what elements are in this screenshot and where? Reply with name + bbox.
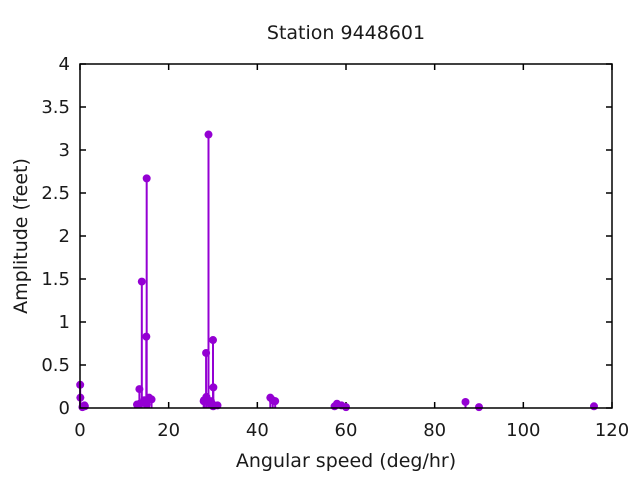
data-point [589, 402, 598, 411]
data-point [461, 397, 470, 406]
x-tick-label: 20 [157, 420, 180, 441]
x-tick-label: 0 [74, 420, 85, 441]
plot-frame [79, 63, 613, 409]
data-point [142, 174, 151, 183]
y-tick-label: 1.5 [41, 269, 70, 290]
x-tick-label: 120 [595, 420, 629, 441]
x-tick-label: 80 [423, 420, 446, 441]
y-axis-title: Amplitude (feet) [10, 158, 32, 314]
plot-border [79, 63, 613, 409]
x-tick-label: 100 [506, 420, 540, 441]
y-tick-label: 0 [59, 398, 70, 419]
axis-ticks [79, 63, 613, 409]
x-tick-label: 40 [246, 420, 269, 441]
y-tick-label: 3 [59, 140, 70, 161]
data-point [137, 277, 146, 286]
y-tick-label: 2.5 [41, 183, 70, 204]
y-tick-label: 3.5 [41, 97, 70, 118]
y-tick-label: 4 [59, 54, 70, 75]
data-point [209, 383, 218, 392]
y-tick-label: 1 [59, 312, 70, 333]
y-tick-label: 0.5 [41, 355, 70, 376]
data-point [209, 336, 217, 345]
data-point [271, 397, 280, 406]
data-point [342, 403, 350, 412]
data-point [475, 403, 483, 412]
x-axis-title: Angular speed (deg/hr) [236, 450, 456, 472]
chart-title: Station 9448601 [267, 22, 425, 44]
y-tick-label: 2 [59, 226, 70, 247]
x-tick-label: 60 [335, 420, 358, 441]
data-point [80, 402, 89, 411]
data-point [204, 130, 213, 139]
data-series [76, 130, 598, 412]
data-point [147, 395, 156, 404]
axis-tick-labels: 0 20 40 60 80 100 120 0 0.5 1 1.5 2 2.5 3 3.5 4 [41, 54, 629, 441]
